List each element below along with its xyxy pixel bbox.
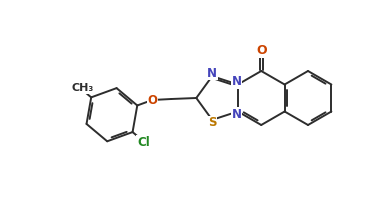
Text: O: O: [256, 45, 267, 58]
Text: N: N: [232, 108, 242, 121]
Text: CH₃: CH₃: [71, 83, 93, 93]
Text: N: N: [207, 67, 217, 80]
Text: S: S: [208, 116, 216, 129]
Text: N: N: [232, 75, 242, 88]
Text: Cl: Cl: [137, 136, 150, 149]
Text: O: O: [147, 94, 157, 106]
